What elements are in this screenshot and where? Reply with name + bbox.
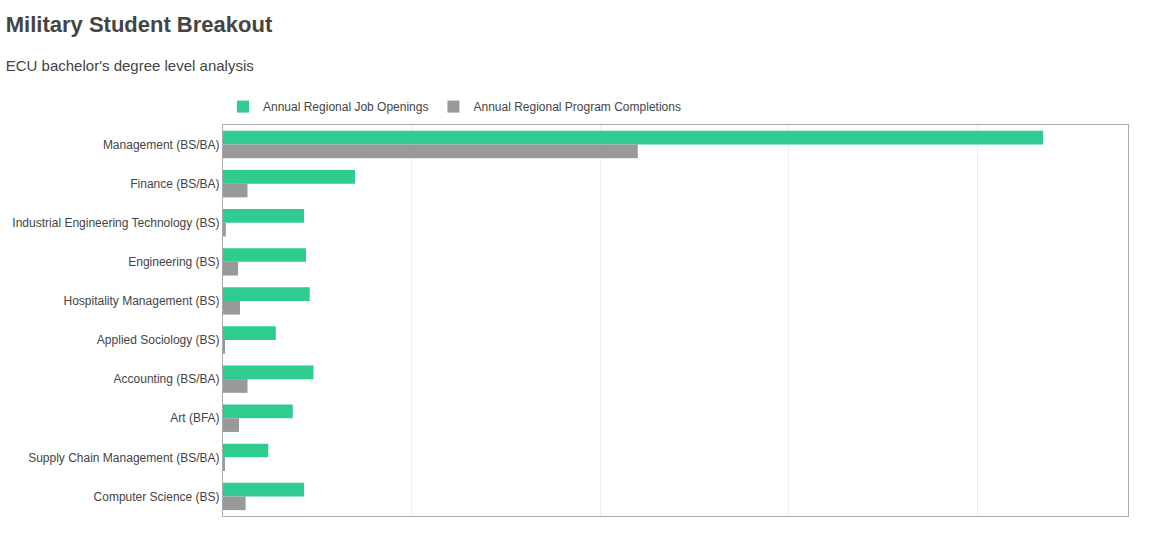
svg-text:Art (BFA): Art (BFA) xyxy=(170,411,219,425)
svg-text:Engineering (BS): Engineering (BS) xyxy=(128,255,219,269)
svg-text:Accounting (BS/BA): Accounting (BS/BA) xyxy=(114,372,220,386)
svg-text:Management (BS/BA): Management (BS/BA) xyxy=(103,138,220,152)
svg-text:Finance (BS/BA): Finance (BS/BA) xyxy=(130,177,219,191)
svg-text:Applied Sociology (BS): Applied Sociology (BS) xyxy=(97,333,220,347)
svg-text:Hospitality Management (BS): Hospitality Management (BS) xyxy=(64,294,220,308)
svg-text:Supply Chain Management (BS/BA: Supply Chain Management (BS/BA) xyxy=(28,451,219,465)
svg-text:Industrial Engineering Technol: Industrial Engineering Technology (BS) xyxy=(12,216,219,230)
svg-text:Computer Science (BS): Computer Science (BS) xyxy=(94,490,220,504)
svg-text:ECU bachelor's degree level an: ECU bachelor's degree level analysis xyxy=(6,57,254,74)
svg-text:Annual Regional Job Openings: Annual Regional Job Openings xyxy=(263,100,428,114)
svg-text:Annual Regional Program Comple: Annual Regional Program Completions xyxy=(473,100,680,114)
svg-text:Military Student Breakout: Military Student Breakout xyxy=(6,12,273,37)
